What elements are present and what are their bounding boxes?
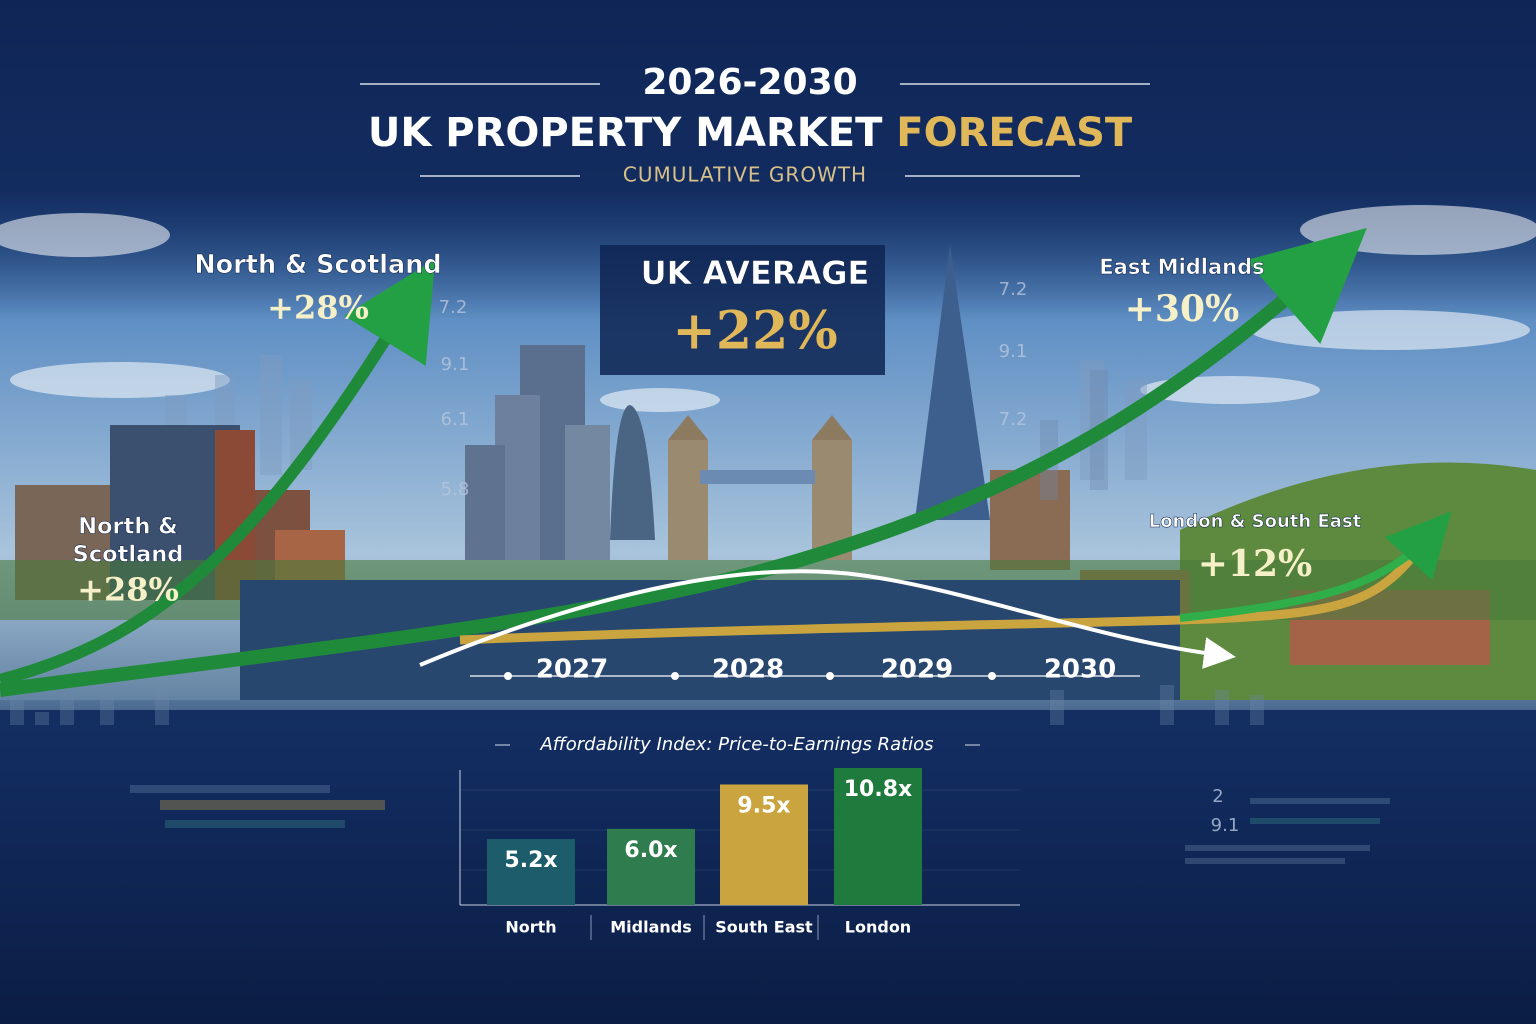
callout-value: +22% [672,301,837,362]
header-subtitle: CUMULATIVE GROWTH [623,163,867,187]
callout-value: +30% [1125,288,1239,330]
timeline-year: 2029 [881,655,953,685]
callout-label: East Midlands [1099,255,1264,279]
x-tick-label: South East [715,918,813,937]
bar [834,768,922,905]
bar-value-label: 5.2x [504,848,557,873]
x-tick-label: London [845,918,911,937]
callout-label: North & [78,514,178,540]
decor-label: 9.1 [1211,815,1240,836]
header-years: 2026-2030 [642,62,857,103]
bar-value-label: 10.8x [844,777,912,802]
bar [720,784,808,905]
x-tick-label: North [505,918,556,937]
decor-label: 7.2 [439,297,468,318]
bar-value-label: 9.5x [737,793,790,818]
x-tick-label: Midlands [610,918,692,937]
callout-label: UK AVERAGE [641,254,870,292]
decor-label: 2 [1212,786,1223,807]
bar-value-label: 6.0x [624,838,677,863]
timeline-year: 2027 [536,655,608,685]
decor-label: 6.1 [441,409,470,430]
header-title-highlight: FORECAST [896,110,1133,156]
bar [487,839,575,905]
callout-value: +28% [77,571,179,609]
bar [607,828,695,905]
decor-label: 5.8 [441,479,470,500]
timeline-dot [988,672,996,680]
callout-value: +12% [1198,543,1312,585]
callout-label: London & South East [1149,511,1362,532]
callout-label: Scotland [73,542,184,568]
timeline-year: 2028 [712,655,784,685]
chart-title: Affordability Index: Price-to-Earnings R… [539,734,933,755]
decor-label: 7.2 [999,409,1028,430]
timeline-dot [504,672,512,680]
timeline-dot [671,672,679,680]
header-title-main: UK PROPERTY MARKET [368,110,883,156]
callout-label: North & Scotland [194,250,441,280]
callout-value: +28% [267,289,369,327]
timeline-year: 2030 [1044,655,1116,685]
decor-label: 9.1 [441,354,470,375]
header-title: UK PROPERTY MARKET FORECAST [368,110,1133,156]
decor-label: 9.1 [999,341,1028,362]
decor-label: 7.2 [999,279,1028,300]
timeline-dot [826,672,834,680]
